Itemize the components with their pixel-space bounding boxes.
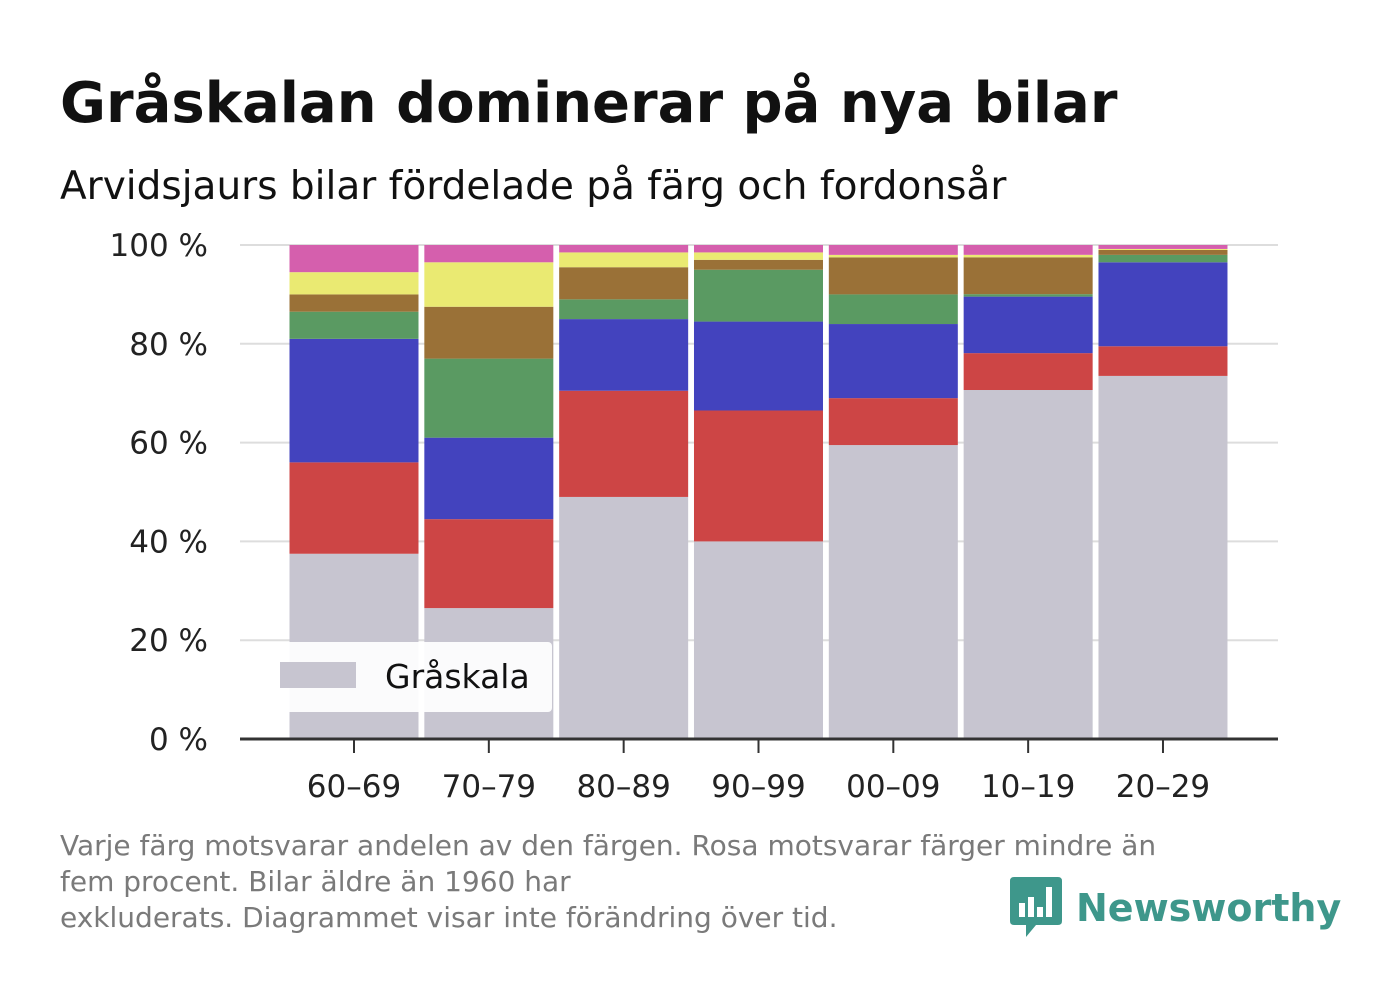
footnote-line: Varje färg motsvarar andelen av den färg…	[60, 829, 1157, 862]
bar-segment	[963, 390, 1093, 739]
x-tick-label: 60–69	[307, 769, 401, 805]
y-tick-label: 60 %	[129, 426, 208, 462]
bar-segment	[963, 353, 1093, 391]
bar-segment	[289, 245, 419, 273]
y-tick-label: 100 %	[110, 228, 208, 264]
bar-segment	[693, 259, 823, 270]
bar-segment	[828, 254, 958, 258]
bar-segment	[1098, 346, 1228, 376]
bar-segment	[963, 254, 1093, 258]
bar-segment	[424, 437, 554, 520]
x-tick-label: 70–79	[442, 769, 536, 805]
bar-segment	[693, 252, 823, 260]
y-tick-label: 80 %	[129, 327, 208, 363]
bar-segment	[559, 299, 689, 320]
bar-segment	[963, 294, 1093, 297]
bar-segment	[693, 269, 823, 322]
bar-segment	[1098, 245, 1228, 249]
bar-segment	[424, 358, 554, 438]
x-tick-label: 00–09	[846, 769, 940, 805]
bar-segment	[424, 262, 554, 307]
bar-segment	[559, 245, 689, 253]
bar-segment	[289, 272, 419, 295]
bar-segment	[963, 257, 1093, 295]
bar-segment	[693, 410, 823, 542]
bar-segment	[289, 462, 419, 554]
footnote-line: exkluderats. Diagrammet visar inte förän…	[60, 901, 838, 934]
brand-name: Newsworthy	[1076, 886, 1342, 930]
y-tick-label: 40 %	[129, 524, 208, 560]
bar-segment	[1098, 248, 1228, 250]
bar-chart-speech-bubble-icon	[1010, 877, 1062, 937]
bar-column	[828, 245, 958, 739]
legend: Gråskala	[256, 642, 552, 712]
bar-column	[424, 245, 554, 739]
bar-segment	[424, 245, 554, 263]
bar-column	[1098, 245, 1228, 739]
bar-segment	[828, 245, 958, 255]
legend-label: Gråskala	[385, 657, 530, 696]
bar-segment	[424, 519, 554, 609]
bar-segment	[289, 338, 419, 463]
bar-segment	[693, 541, 823, 739]
bar-segment	[559, 252, 689, 268]
bar-column	[559, 245, 689, 739]
footnote-line: fem procent. Bilar äldre än 1960 har	[60, 865, 571, 898]
bar-segment	[828, 294, 958, 325]
bar-segment	[693, 245, 823, 253]
bar-segment	[559, 319, 689, 391]
x-tick-label: 20–29	[1116, 769, 1210, 805]
bar-segment	[289, 294, 419, 312]
newsworthy-logo: Newsworthy	[1010, 876, 1341, 940]
bar-segment	[828, 257, 958, 295]
y-tick-label: 20 %	[129, 623, 208, 659]
y-tick-label: 0 %	[149, 722, 208, 758]
bar-segment	[424, 306, 554, 359]
bar-segment	[963, 296, 1093, 354]
bar-column	[963, 245, 1093, 739]
x-tick-label: 80–89	[576, 769, 670, 805]
legend-swatch	[280, 662, 356, 688]
x-tick-label: 10–19	[981, 769, 1075, 805]
bar-segment	[693, 321, 823, 411]
bar-segment	[559, 267, 689, 300]
bar-segment	[559, 496, 689, 739]
bar-segment	[1098, 262, 1228, 347]
chart-subtitle: Arvidsjaurs bilar fördelade på färg och …	[60, 164, 1007, 209]
bar-segment	[828, 324, 958, 399]
bar-segment	[963, 245, 1093, 255]
footnote: Varje färg motsvarar andelen av den färg…	[60, 828, 1300, 936]
bar-segment	[289, 311, 419, 339]
axes: 0 % 20 % 40 % 60 % 80 % 100 % 60–69 70–79 80–89 9…	[110, 228, 1278, 805]
bar-segment	[1098, 249, 1228, 255]
bar-segment	[1098, 254, 1228, 263]
bar-segment	[828, 445, 958, 739]
legend-box	[256, 642, 552, 712]
x-tick-label: 90–99	[711, 769, 805, 805]
chart-title: Gråskalan dominerar på nya bilar	[60, 71, 1118, 136]
bar-segment	[828, 398, 958, 446]
bar-column	[693, 245, 823, 739]
bar-segment	[1098, 375, 1228, 739]
bar-segment	[559, 390, 689, 497]
